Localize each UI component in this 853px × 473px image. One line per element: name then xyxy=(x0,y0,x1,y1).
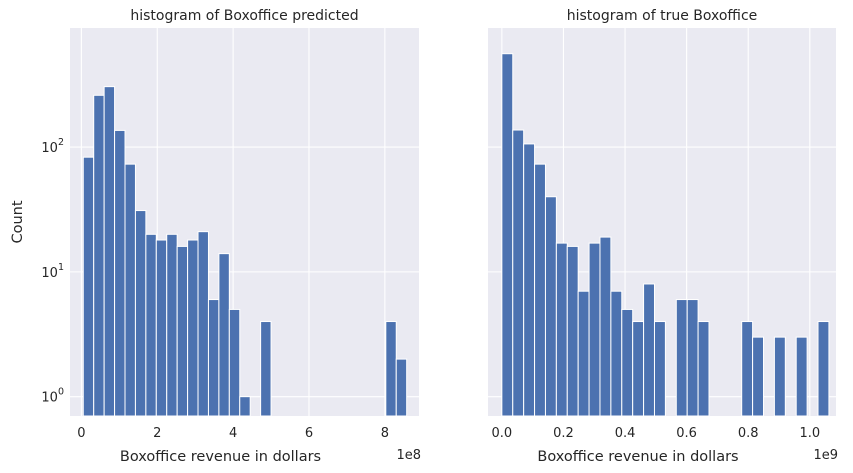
histogram-bar xyxy=(134,210,147,417)
histogram-bar xyxy=(588,242,601,417)
histogram-bar xyxy=(795,336,808,417)
histogram-bar xyxy=(385,321,397,417)
y-tick-label: 102 xyxy=(41,137,64,156)
histogram-bar xyxy=(197,231,209,417)
histogram-bar xyxy=(566,245,579,417)
y-tick-label: 101 xyxy=(41,262,64,281)
x-tick-label: 0 xyxy=(77,426,85,441)
histogram-bar xyxy=(155,239,168,417)
histogram-bar xyxy=(686,299,699,417)
x-tick-label: 8 xyxy=(381,426,389,441)
histogram-bar xyxy=(817,321,830,417)
chart-title: histogram of Boxoffice predicted xyxy=(130,8,358,24)
histogram-bar xyxy=(124,163,136,417)
x-axis-offset-label: 1e8 xyxy=(396,448,421,463)
histogram-bar xyxy=(523,143,536,417)
x-axis-label: Boxoffice revenue in dollars xyxy=(537,449,738,465)
chart-title: histogram of true Boxoffice xyxy=(567,8,758,24)
x-tick-label: 1.0 xyxy=(799,426,820,441)
histogram-bar xyxy=(555,242,568,417)
x-tick-label: 0.8 xyxy=(738,426,759,441)
histogram-bar xyxy=(643,283,655,417)
x-tick-label: 0.6 xyxy=(676,426,697,441)
x-tick-label: 0.4 xyxy=(615,426,636,441)
histogram-bar xyxy=(114,129,126,417)
histogram-bar xyxy=(773,336,786,417)
y-axis-label: Count xyxy=(10,200,26,243)
y-tick-label: 100 xyxy=(41,387,64,406)
histogram-bar xyxy=(544,196,557,417)
histogram-bar xyxy=(599,236,612,417)
histogram-bar xyxy=(218,253,230,417)
histogram-bar xyxy=(534,163,546,417)
histogram-bar xyxy=(501,53,514,417)
histogram-bar xyxy=(512,129,525,417)
histogram-bar xyxy=(187,239,199,417)
histogram-bar xyxy=(577,290,590,417)
histogram-bar xyxy=(260,321,272,417)
histogram-bar xyxy=(82,156,95,417)
histogram-bar xyxy=(653,321,666,417)
x-tick-label: 2 xyxy=(153,426,161,441)
x-tick-label: 4 xyxy=(229,426,237,441)
histogram-bars xyxy=(82,86,408,417)
histogram-bar xyxy=(395,358,408,417)
x-tick-label: 6 xyxy=(305,426,313,441)
histogram-bar xyxy=(632,321,645,417)
histogram-bar xyxy=(103,86,116,417)
x-axis-offset-label: 1e9 xyxy=(813,448,838,463)
x-axis-label: Boxoffice revenue in dollars xyxy=(120,449,321,465)
histogram-bar xyxy=(621,308,634,417)
histogram-bar xyxy=(752,336,765,417)
histogram-bar xyxy=(207,299,220,417)
histogram-bar xyxy=(675,299,688,417)
histogram-bar xyxy=(176,245,189,417)
histogram-bar xyxy=(93,94,105,417)
histogram-bars xyxy=(501,53,830,417)
histogram-bar xyxy=(697,321,710,417)
histogram-bar xyxy=(228,308,241,417)
histogram-bar xyxy=(166,233,178,417)
x-tick-label: 0.0 xyxy=(492,426,513,441)
histogram-bar xyxy=(239,396,251,417)
histogram-bar xyxy=(145,233,157,417)
panel-boxoffice-predicted: 0 2 4 6 8 100 101 102 1e8 Boxoffice revenue in do… xyxy=(10,8,421,465)
x-tick-label: 0.2 xyxy=(553,426,574,441)
panel-true-boxoffice: 0.0 0.2 0.4 0.6 0.8 1.0 1e9 Boxoffice revenue i… xyxy=(488,8,838,465)
histogram-bar xyxy=(741,321,754,417)
histogram-bar xyxy=(610,290,623,417)
